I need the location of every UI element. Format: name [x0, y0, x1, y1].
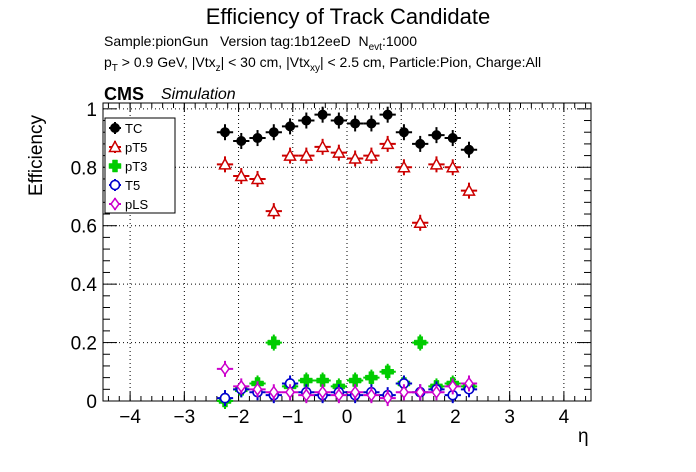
data-point [250, 171, 265, 185]
data-point [333, 115, 344, 126]
data-point [315, 139, 330, 153]
data-point [333, 388, 344, 402]
data-point [431, 130, 442, 141]
data-point [348, 151, 362, 164]
data-point [382, 391, 393, 405]
x-tick-label: 3 [504, 407, 515, 428]
data-point [431, 385, 442, 400]
y-tick-label: 1 [86, 100, 97, 121]
data-point [300, 374, 313, 387]
data-point [350, 118, 361, 129]
data-point [234, 168, 249, 182]
legend-label: TC [125, 121, 142, 136]
data-point [316, 374, 329, 387]
data-points [216, 106, 478, 409]
axes: −4 −3 −2 −1 0 1 2 3 4 0 0.2 0.4 0.6 0.8 1 [71, 100, 592, 428]
data-point [267, 204, 281, 217]
sample-info-line: Sample:pionGun Version tag:1b12eeD Nevt:… [104, 33, 418, 53]
data-point [348, 374, 362, 387]
x-tick-label: 2 [450, 407, 461, 428]
data-point [285, 121, 296, 132]
data-point [413, 215, 427, 229]
legend-marker [110, 123, 120, 133]
data-point [364, 148, 379, 161]
data-point [366, 118, 377, 129]
data-point [252, 382, 263, 397]
series-pt5 [216, 135, 478, 231]
data-point [415, 138, 426, 149]
legend-label: T5 [125, 178, 140, 193]
series-tc [216, 106, 478, 158]
x-tick-label: 4 [559, 407, 570, 428]
x-axis-label: η [578, 426, 589, 447]
x-tick-label: 0 [342, 407, 353, 428]
y-tick-label: 0.2 [71, 334, 97, 355]
chart-title: Efficiency of Track Candidate [205, 4, 491, 29]
y-tick-label: 0.6 [71, 217, 97, 238]
data-point [299, 148, 314, 161]
legend-label: pLS [125, 197, 148, 212]
data-point [252, 133, 263, 144]
x-tick-label: −2 [228, 407, 250, 428]
legend: TC pT5 pT3 T5 pLS [104, 117, 176, 214]
x-tick-label: −3 [173, 407, 195, 428]
y-tick-label: 0.4 [71, 275, 98, 296]
data-point [301, 115, 312, 126]
data-point [268, 127, 279, 138]
data-point [285, 385, 295, 400]
selection-cuts-line: pT > 0.9 GeV, |Vtxz| < 30 cm, |Vtxxy| < … [104, 54, 542, 74]
series-pls [216, 360, 478, 407]
data-point [413, 336, 427, 349]
data-point [332, 145, 346, 158]
x-tick-label: −1 [282, 407, 304, 428]
data-point [429, 157, 444, 170]
data-point [350, 385, 361, 400]
data-point [301, 388, 312, 402]
data-point [399, 385, 409, 400]
data-point [236, 379, 247, 394]
y-tick-label: 0 [86, 392, 97, 413]
data-point [398, 127, 409, 138]
data-point [218, 157, 232, 170]
data-point [445, 160, 460, 173]
x-tick-label: 1 [396, 407, 407, 428]
legend-marker [110, 197, 120, 211]
grid-lines [103, 103, 591, 402]
data-point [464, 376, 474, 391]
x-tick-label: −4 [119, 407, 141, 428]
data-point [219, 392, 231, 404]
legend-marker [108, 139, 122, 153]
legend-label: pT3 [125, 159, 147, 174]
cms-label: CMS [104, 84, 144, 104]
data-point [381, 365, 394, 379]
data-point [220, 362, 230, 376]
data-point [236, 135, 247, 146]
data-point [283, 148, 297, 161]
y-tick-label: 0.8 [71, 158, 97, 179]
data-point [382, 109, 393, 120]
data-point [380, 136, 395, 150]
data-point [415, 385, 426, 400]
data-point [366, 388, 377, 402]
data-point [317, 385, 328, 400]
simulation-label: Simulation [161, 86, 236, 103]
data-point [317, 109, 328, 120]
data-point [365, 371, 378, 384]
legend-label: pT5 [125, 140, 147, 155]
data-point [268, 385, 279, 400]
data-point [220, 127, 230, 138]
data-point [397, 160, 411, 173]
legend-marker [108, 159, 122, 173]
data-point [267, 336, 281, 349]
data-point [447, 379, 458, 394]
data-point [464, 144, 474, 155]
data-point [447, 133, 458, 144]
legend-marker [109, 179, 121, 191]
data-point [462, 183, 476, 196]
